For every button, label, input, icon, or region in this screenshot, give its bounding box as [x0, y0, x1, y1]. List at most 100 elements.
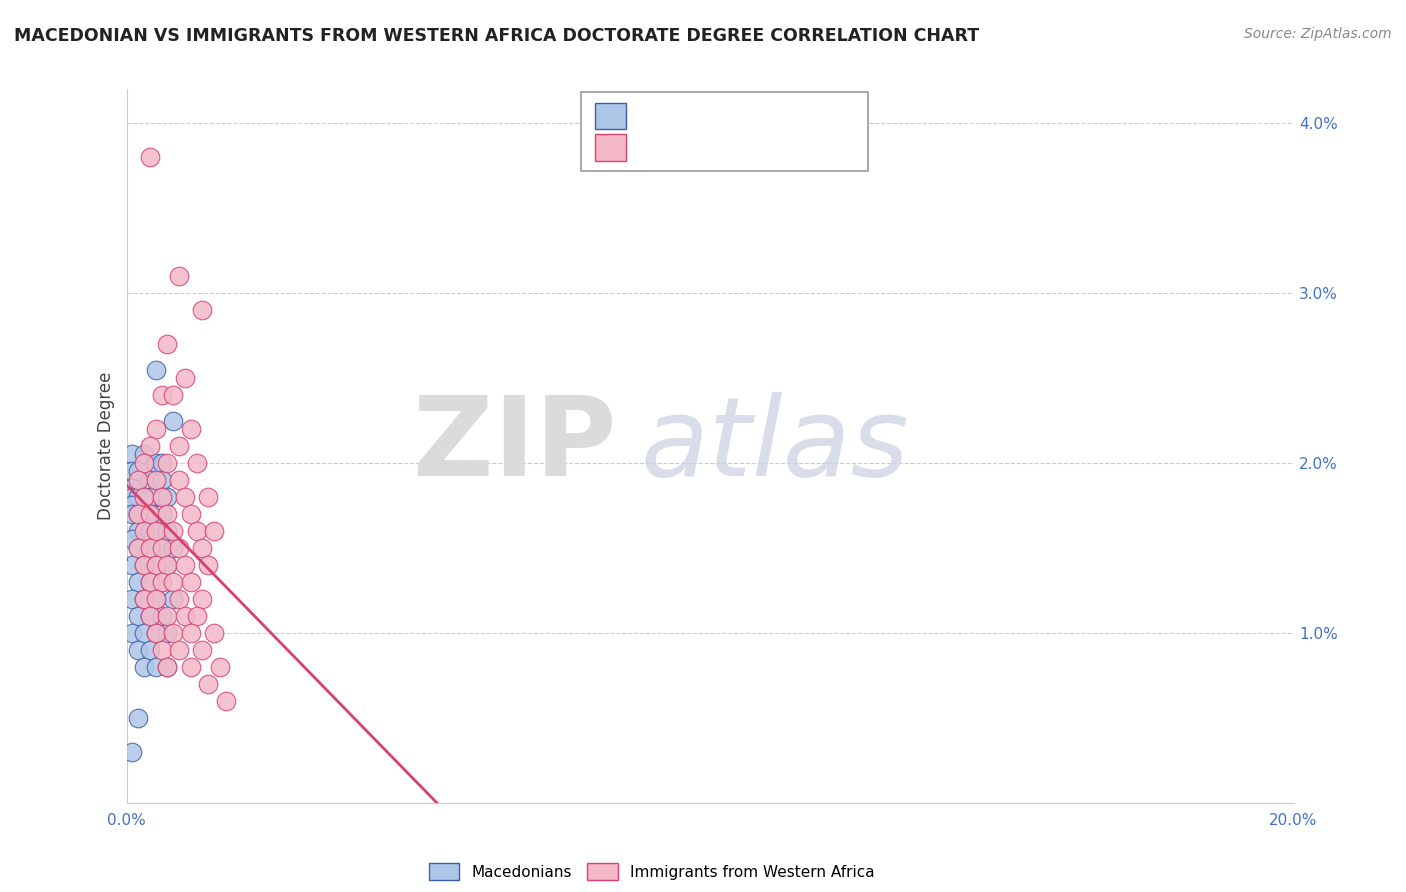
- Point: [139, 574, 162, 589]
- Text: ZIP: ZIP: [413, 392, 617, 500]
- Point: [191, 541, 214, 555]
- Point: [150, 490, 173, 504]
- Point: [139, 150, 162, 164]
- Point: [162, 541, 184, 555]
- Text: R = -0.486   N = 59: R = -0.486 N = 59: [633, 107, 796, 125]
- Point: [150, 643, 173, 657]
- Point: [208, 660, 231, 674]
- Point: [150, 608, 173, 623]
- Point: [162, 591, 184, 606]
- Point: [132, 456, 155, 470]
- Point: [186, 456, 208, 470]
- Point: [132, 591, 155, 606]
- Point: [180, 507, 202, 521]
- Point: [197, 490, 219, 504]
- Point: [121, 499, 143, 513]
- Point: [150, 473, 173, 487]
- Point: [167, 541, 190, 555]
- Point: [145, 591, 167, 606]
- Point: [145, 626, 167, 640]
- Point: [132, 524, 155, 538]
- Point: [156, 524, 179, 538]
- Legend: Macedonians, Immigrants from Western Africa: Macedonians, Immigrants from Western Afr…: [420, 855, 883, 888]
- Point: [121, 533, 143, 547]
- Point: [156, 660, 179, 674]
- Point: [145, 524, 167, 538]
- Point: [156, 558, 179, 572]
- Point: [127, 465, 149, 479]
- Point: [127, 643, 149, 657]
- Point: [150, 541, 173, 555]
- Point: [145, 473, 167, 487]
- Point: [132, 541, 155, 555]
- Point: [145, 626, 167, 640]
- Point: [162, 413, 184, 427]
- Text: Source: ZipAtlas.com: Source: ZipAtlas.com: [1244, 27, 1392, 41]
- Point: [132, 507, 155, 521]
- Point: [139, 524, 162, 538]
- Point: [127, 507, 149, 521]
- Point: [197, 558, 219, 572]
- Text: 0.0%: 0.0%: [107, 814, 146, 828]
- Point: [139, 608, 162, 623]
- Point: [202, 524, 225, 538]
- Point: [132, 558, 155, 572]
- Point: [139, 507, 162, 521]
- Point: [127, 711, 149, 725]
- Point: [127, 507, 149, 521]
- Point: [145, 558, 167, 572]
- Point: [174, 608, 197, 623]
- Point: [150, 541, 173, 555]
- Point: [156, 626, 179, 640]
- Point: [167, 473, 190, 487]
- Point: [139, 473, 162, 487]
- Point: [121, 626, 143, 640]
- Point: [186, 524, 208, 538]
- Point: [156, 507, 179, 521]
- Point: [156, 456, 179, 470]
- Point: [139, 574, 162, 589]
- Point: [145, 490, 167, 504]
- Point: [132, 490, 155, 504]
- Point: [139, 439, 162, 453]
- Point: [156, 660, 179, 674]
- Point: [121, 465, 143, 479]
- Point: [139, 541, 162, 555]
- Point: [121, 490, 143, 504]
- Point: [127, 574, 149, 589]
- Point: [156, 558, 179, 572]
- Point: [145, 591, 167, 606]
- Point: [132, 660, 155, 674]
- Point: [121, 507, 143, 521]
- Point: [127, 524, 149, 538]
- Point: [180, 660, 202, 674]
- Point: [215, 694, 238, 708]
- Text: R = -0.392   N = 64: R = -0.392 N = 64: [633, 138, 796, 156]
- Point: [132, 591, 155, 606]
- Point: [127, 541, 149, 555]
- Point: [180, 422, 202, 436]
- Point: [139, 541, 162, 555]
- Text: atlas: atlas: [640, 392, 908, 500]
- Point: [132, 558, 155, 572]
- Text: 20.0%: 20.0%: [1270, 814, 1317, 828]
- Point: [150, 507, 173, 521]
- Point: [145, 507, 167, 521]
- Point: [150, 388, 173, 402]
- Point: [121, 448, 143, 462]
- Point: [127, 541, 149, 555]
- Point: [156, 490, 179, 504]
- Point: [167, 439, 190, 453]
- Point: [121, 591, 143, 606]
- Point: [180, 626, 202, 640]
- Point: [121, 482, 143, 496]
- Point: [145, 660, 167, 674]
- Point: [191, 591, 214, 606]
- Point: [156, 337, 179, 351]
- Point: [121, 558, 143, 572]
- Point: [145, 558, 167, 572]
- Point: [174, 371, 197, 385]
- Point: [162, 626, 184, 640]
- Point: [145, 422, 167, 436]
- Point: [139, 507, 162, 521]
